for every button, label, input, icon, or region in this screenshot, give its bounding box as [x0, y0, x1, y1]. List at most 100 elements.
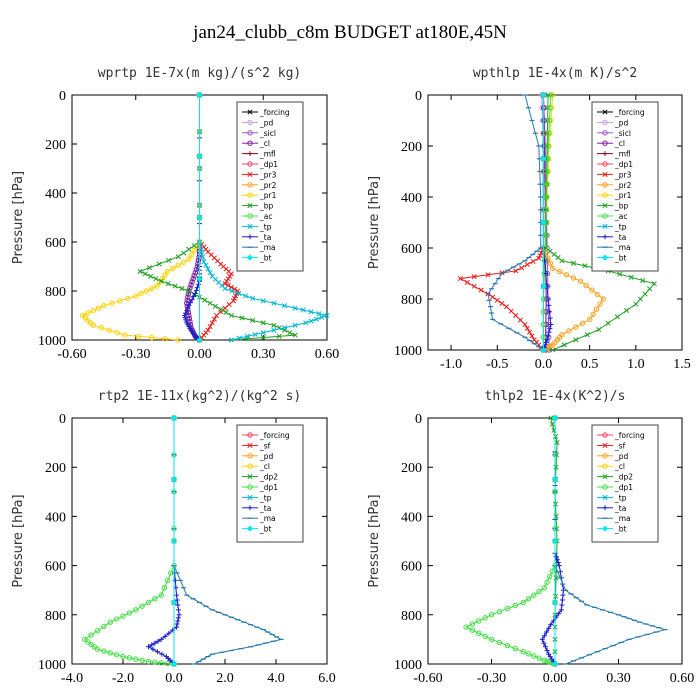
panel-2-data-point	[543, 181, 550, 187]
panel-1-data-point	[159, 276, 166, 282]
panel-1-legend-marker	[247, 213, 253, 219]
panel-2-data-point	[597, 301, 603, 307]
panel-2-legend-label: _ma	[614, 243, 631, 252]
panel-2-data-point	[490, 294, 496, 300]
panel-2-data-point	[589, 287, 595, 293]
panel-1-data-point	[181, 250, 187, 256]
panel-1-legend-label: _tp	[259, 222, 272, 231]
panel-2-xtick-label: 0.0	[535, 357, 553, 372]
panel-1-data-point	[137, 268, 143, 274]
panel-3-legend-marker	[247, 463, 253, 469]
panel-3-data-point	[158, 660, 164, 666]
panel-3-legend-marker	[247, 432, 253, 438]
panel-4-legend-label: _ma	[614, 514, 631, 523]
panel-3-data-point	[133, 656, 139, 662]
panel-1-data-point	[186, 303, 192, 309]
panel-1-data-point	[122, 332, 128, 338]
panel-2-legend-label: _forcing	[614, 108, 645, 117]
panel-4-data-point	[551, 599, 559, 606]
panel-4-xtick-label: 0.60	[670, 671, 695, 686]
panel-1-data-point	[250, 317, 256, 323]
panel-1-data-point	[166, 257, 172, 263]
panel-4-ylabel: Pressure [hPa]	[367, 494, 382, 587]
panel-4-legend-label: _sf	[614, 441, 626, 450]
panel-2-data-point	[547, 260, 554, 266]
panel-3-legend-label: _forcing	[259, 431, 290, 440]
panel-4-data-point	[553, 614, 559, 620]
panel-4-data-point	[552, 501, 559, 507]
panel-4-data-point	[544, 647, 550, 653]
panel-2-data-point	[559, 258, 565, 264]
panel-2-data-point	[540, 346, 547, 354]
panel-3-series-line	[83, 418, 175, 665]
panel-4-data-point	[488, 636, 495, 643]
panel-1-data-point	[156, 261, 162, 267]
panel-4-data-point	[541, 633, 547, 639]
panel-2-data-point	[548, 92, 554, 98]
panel-1-data-point	[236, 335, 242, 341]
panel-1-data-point	[138, 290, 144, 297]
panel-2-data-point	[628, 274, 634, 280]
panel-3-data-point	[174, 592, 180, 598]
panel-2-legend-label: _pr1	[614, 191, 632, 200]
panel-3-ylabel: Pressure [hPa]	[11, 494, 26, 587]
panel-4-data-point	[482, 615, 488, 621]
panel-4-ytick-label: 1000	[394, 658, 422, 673]
panel-4-data-point	[541, 640, 547, 646]
panel-1-data-point	[191, 243, 197, 249]
panel-3-legend-label: _sf	[259, 441, 271, 450]
panel-3-data-point	[176, 612, 182, 618]
panel-2-data-point	[583, 282, 589, 289]
panel-1-data-point	[236, 290, 242, 297]
panel-2-data-point	[543, 339, 549, 345]
panel-3-data-point	[154, 649, 160, 655]
panel-1-data-point	[142, 271, 148, 277]
panel-4-data-point	[552, 433, 559, 440]
panel-1-legend-label: _cl	[259, 139, 270, 148]
panel-1-data-point	[117, 298, 123, 304]
panel-1-data-point	[180, 259, 187, 265]
panel-2-ytick-label: 0	[415, 89, 422, 104]
panel-4-data-point	[520, 599, 526, 606]
panel-2-data-point	[624, 307, 630, 314]
panel-2-data-point	[513, 268, 519, 274]
panel-2-data-point	[640, 277, 646, 284]
panel-1-data-point	[209, 320, 215, 326]
panel-3-legend-marker	[247, 484, 253, 490]
panel-1-data-point	[227, 273, 233, 279]
panel-2-legend-label: _mfl	[614, 150, 631, 159]
panel-1-data-point	[319, 314, 325, 320]
panel-3-legend	[236, 424, 304, 543]
panel-2-data-point	[573, 324, 579, 330]
panel-2-data-point	[614, 314, 620, 320]
panel-2-data-point	[605, 320, 611, 326]
panel-1-data-point	[287, 330, 293, 336]
panel-1-data-point	[213, 312, 220, 319]
panel-4-legend-label: _tp	[614, 493, 627, 502]
panel-4-data-point	[555, 560, 561, 566]
panel-1-legend-label: _pr1	[259, 191, 277, 200]
panel-3-data-point	[149, 642, 155, 648]
panel-4-data-point	[542, 644, 548, 650]
panel-3-data-point	[174, 621, 180, 627]
panel-2-data-point	[586, 316, 593, 323]
panel-2-data-point	[513, 313, 519, 319]
panel-4-legend-label: _forcing	[614, 431, 645, 440]
panel-3-data-point	[126, 655, 133, 661]
panel-1-legend-marker	[247, 192, 253, 198]
panel-1-legend-marker	[247, 119, 253, 126]
panel-3-data-point	[174, 624, 180, 630]
panel-2-data-point	[537, 253, 543, 259]
panel-2-legend-label: _bp	[614, 202, 629, 211]
panel-2-data-point	[485, 272, 491, 278]
panel-1-data-point	[186, 246, 192, 252]
panel-3-xtick-label: -4.0	[61, 671, 83, 686]
panel-4-data-point	[547, 659, 553, 665]
panel-1-xtick-label: 0.60	[315, 347, 340, 362]
panel-2-legend-marker	[602, 234, 608, 240]
panel-1-data-point	[186, 315, 193, 322]
panel-1-data-point	[250, 295, 256, 301]
panel-1-legend-label: _pr3	[259, 170, 277, 179]
panel-1-legend-marker	[247, 182, 253, 188]
panel-1-data-point	[324, 312, 330, 319]
